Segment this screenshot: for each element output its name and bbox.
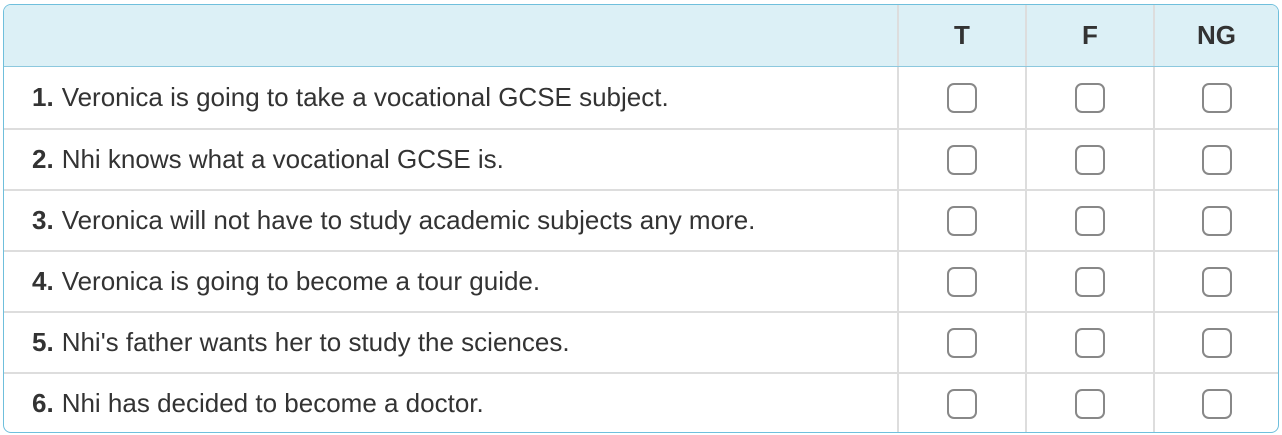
checkbox-false[interactable]: [1075, 327, 1105, 358]
question-text: Veronica is going to take a vocational G…: [61, 82, 669, 112]
checkbox-not-given[interactable]: [1201, 266, 1232, 297]
table-row: 4. Veronica is going to become a tour gui…: [4, 250, 1278, 311]
checkbox-false[interactable]: [1075, 205, 1105, 236]
question-cell: 2. Nhi knows what a vocational GCSE is.: [4, 130, 897, 189]
option-cell-false: [1025, 252, 1153, 311]
checkbox-false[interactable]: [1075, 388, 1105, 419]
option-cell-true: [897, 67, 1025, 128]
checkbox-not-given[interactable]: [1201, 144, 1232, 175]
checkbox-true[interactable]: [947, 144, 977, 175]
question-text: Nhi knows what a vocational GCSE is.: [61, 144, 504, 174]
option-cell-false: [1025, 191, 1153, 250]
option-cell-true: [897, 252, 1025, 311]
header-question-cell: [4, 5, 897, 66]
option-cell-true: [897, 313, 1025, 372]
question-cell: 4. Veronica is going to become a tour gui…: [4, 252, 897, 311]
checkbox-true[interactable]: [947, 205, 977, 236]
option-cell-false: [1025, 374, 1153, 432]
option-cell-false: [1025, 67, 1153, 128]
table-row: 2. Nhi knows what a vocational GCSE is.: [4, 128, 1278, 189]
question-cell: 1. Veronica is going to take a vocational…: [4, 67, 897, 128]
option-cell-not-given: [1153, 191, 1278, 250]
table-header: T F NG: [4, 5, 1278, 67]
question-number: 3.: [32, 205, 54, 235]
header-label: NG: [1197, 20, 1236, 50]
header-false: F: [1025, 5, 1153, 66]
question-cell: 5. Nhi's father wants her to study the sc…: [4, 313, 897, 372]
checkbox-true[interactable]: [947, 82, 977, 113]
question-text: Nhi has decided to become a doctor.: [61, 388, 484, 418]
option-cell-true: [897, 374, 1025, 432]
checkbox-false[interactable]: [1075, 144, 1105, 175]
question-cell: 3. Veronica will not have to study academ…: [4, 191, 897, 250]
option-cell-not-given: [1153, 252, 1278, 311]
option-cell-false: [1025, 313, 1153, 372]
checkbox-false[interactable]: [1075, 266, 1105, 297]
table-row: 1. Veronica is going to take a vocational…: [4, 67, 1278, 128]
header-label: F: [1082, 20, 1098, 50]
question-number: 5.: [32, 327, 54, 357]
checkbox-true[interactable]: [947, 327, 977, 358]
checkbox-not-given[interactable]: [1201, 388, 1232, 419]
checkbox-not-given[interactable]: [1201, 327, 1232, 358]
table-row: 5. Nhi's father wants her to study the sc…: [4, 311, 1278, 372]
option-cell-not-given: [1153, 130, 1278, 189]
question-number: 2.: [32, 144, 54, 174]
checkbox-true[interactable]: [947, 388, 977, 419]
option-cell-true: [897, 130, 1025, 189]
question-text: Veronica will not have to study academic…: [61, 205, 756, 235]
option-cell-not-given: [1153, 374, 1278, 432]
true-false-notgiven-table: T F NG 1. Veronica is going to take a voc…: [3, 4, 1279, 433]
option-cell-true: [897, 191, 1025, 250]
header-true: T: [897, 5, 1025, 66]
checkbox-not-given[interactable]: [1201, 82, 1232, 113]
checkbox-false[interactable]: [1075, 82, 1105, 113]
table-row: 6. Nhi has decided to become a doctor.: [4, 372, 1278, 432]
option-cell-not-given: [1153, 313, 1278, 372]
option-cell-false: [1025, 130, 1153, 189]
checkbox-true[interactable]: [947, 266, 977, 297]
question-number: 1.: [32, 82, 54, 112]
question-number: 4.: [32, 266, 54, 296]
checkbox-not-given[interactable]: [1201, 205, 1232, 236]
option-cell-not-given: [1153, 67, 1278, 128]
header-label: T: [954, 20, 970, 50]
question-text: Nhi's father wants her to study the scie…: [61, 327, 570, 357]
table-row: 3. Veronica will not have to study academ…: [4, 189, 1278, 250]
question-cell: 6. Nhi has decided to become a doctor.: [4, 374, 897, 432]
question-number: 6.: [32, 388, 54, 418]
header-not-given: NG: [1153, 5, 1278, 66]
question-text: Veronica is going to become a tour guide…: [61, 266, 541, 296]
